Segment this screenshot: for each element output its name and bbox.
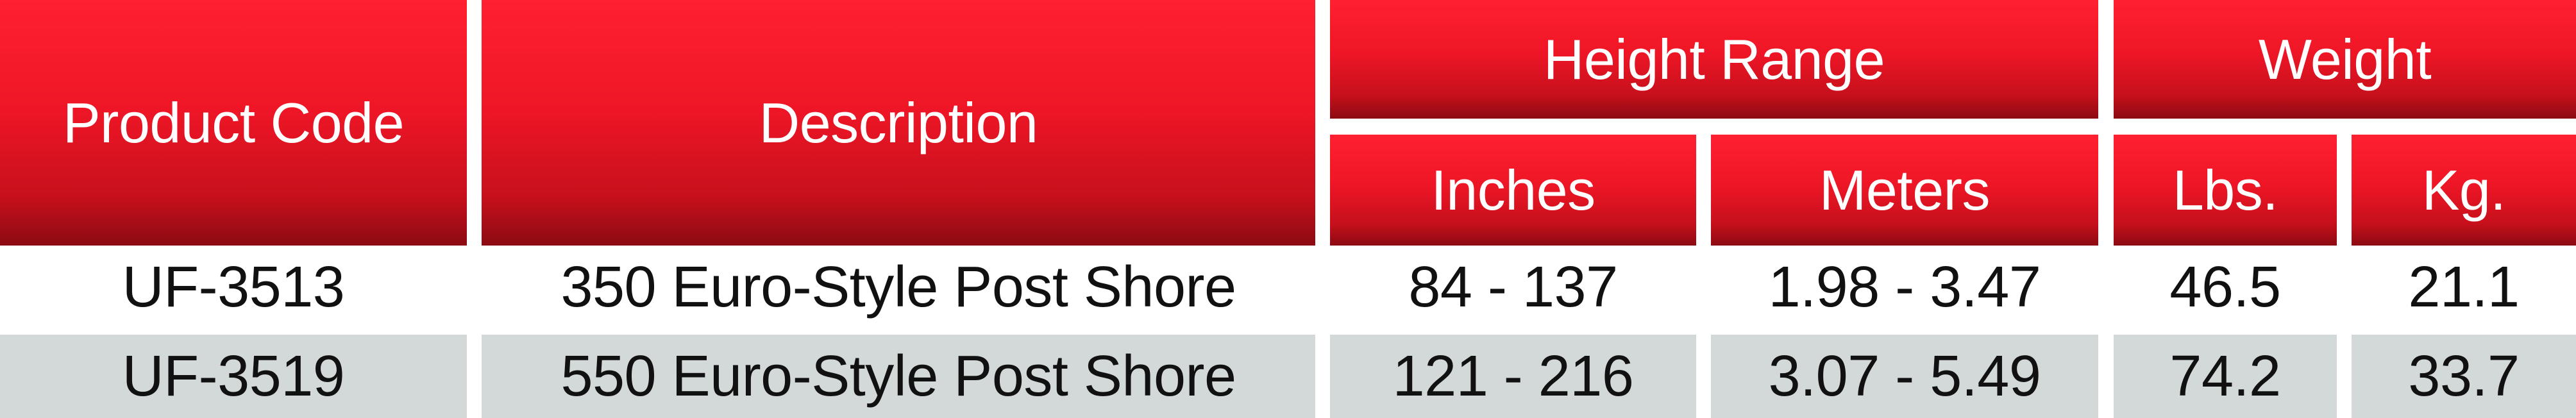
row-2-inches: 121 - 216 bbox=[1330, 335, 1696, 418]
cell-text: 121 - 216 bbox=[1392, 344, 1634, 408]
cell-text: 3.07 - 5.49 bbox=[1768, 344, 2041, 408]
header-kg-label: Kg. bbox=[2421, 158, 2506, 222]
cell-text: 1.98 - 3.47 bbox=[1768, 255, 2041, 319]
row-1-product-code: UF-3513 bbox=[0, 246, 467, 329]
row-2-meters: 3.07 - 5.49 bbox=[1711, 335, 2098, 418]
cell-text: UF-3519 bbox=[122, 344, 345, 408]
row-2-lbs: 74.2 bbox=[2114, 335, 2337, 418]
header-kg: Kg. bbox=[2352, 135, 2576, 246]
row-2-kg: 33.7 bbox=[2352, 335, 2576, 418]
header-weight-label: Weight bbox=[2258, 27, 2432, 91]
header-meters-label: Meters bbox=[1819, 158, 1990, 222]
cell-text: UF-3513 bbox=[122, 255, 345, 319]
row-2-product-code: UF-3519 bbox=[0, 335, 467, 418]
header-lbs: Lbs. bbox=[2114, 135, 2337, 246]
header-height-range: Height Range bbox=[1330, 0, 2098, 119]
row-1-lbs: 46.5 bbox=[2114, 246, 2337, 329]
cell-text: 550 Euro-Style Post Shore bbox=[560, 344, 1236, 408]
header-weight: Weight bbox=[2114, 0, 2576, 119]
header-description: Description bbox=[482, 0, 1315, 246]
row-1-meters: 1.98 - 3.47 bbox=[1711, 246, 2098, 329]
row-2-description: 550 Euro-Style Post Shore bbox=[482, 335, 1315, 418]
cell-text: 46.5 bbox=[2169, 255, 2281, 319]
cell-text: 33.7 bbox=[2408, 344, 2520, 408]
row-1-description: 350 Euro-Style Post Shore bbox=[482, 246, 1315, 329]
cell-text: 350 Euro-Style Post Shore bbox=[560, 255, 1236, 319]
header-product-code: Product Code bbox=[0, 0, 467, 246]
header-lbs-label: Lbs. bbox=[2172, 158, 2278, 222]
cell-text: 74.2 bbox=[2169, 344, 2281, 408]
cell-text: 84 - 137 bbox=[1408, 255, 1618, 319]
header-meters: Meters bbox=[1711, 135, 2098, 246]
header-height-range-label: Height Range bbox=[1543, 27, 1885, 91]
cell-text: 21.1 bbox=[2408, 255, 2520, 319]
header-inches-label: Inches bbox=[1431, 158, 1595, 222]
row-1-inches: 84 - 137 bbox=[1330, 246, 1696, 329]
header-inches: Inches bbox=[1330, 135, 1696, 246]
header-product-code-label: Product Code bbox=[62, 90, 405, 155]
header-description-label: Description bbox=[759, 90, 1038, 155]
row-1-kg: 21.1 bbox=[2352, 246, 2576, 329]
